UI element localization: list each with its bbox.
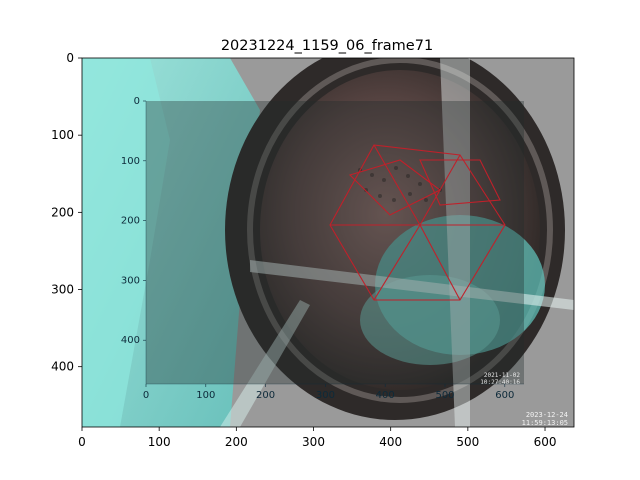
inset-x-tick-label: 300: [316, 390, 335, 401]
y-tick-label: 100: [51, 128, 74, 142]
inset-y-tick-label: 400: [121, 335, 140, 346]
figure-title: 20231224_1159_06_frame71: [221, 38, 433, 54]
inset-x-tick-label: 500: [435, 390, 454, 401]
frame-timestamp-date: 2023-12-24: [526, 411, 568, 419]
y-tick-label: 0: [66, 51, 74, 65]
inset-y-tick-label: 300: [121, 275, 140, 286]
y-tick-label: 300: [51, 283, 74, 297]
inset-timestamp-date: 2021-11-02: [484, 372, 521, 379]
x-tick-label: 200: [225, 435, 248, 449]
y-axis: 0 100 200 300 400: [51, 51, 82, 374]
x-tick-label: 400: [379, 435, 402, 449]
inset-x-tick-label: 100: [196, 390, 215, 401]
frame-timestamp-time: 11:59:13:05: [522, 419, 568, 427]
x-tick-label: 100: [148, 435, 171, 449]
y-tick-label: 200: [51, 205, 74, 219]
inset-x-tick-label: 0: [143, 390, 149, 401]
wireframe-overlay: [329, 144, 506, 301]
x-tick-label: 600: [534, 435, 557, 449]
inset-timestamp-time: 10:27:40:16: [480, 379, 520, 386]
x-tick-label: 500: [456, 435, 479, 449]
inset-axes: 0 100 200 300 400 0 100 200 300 400 500 600: [121, 96, 524, 401]
axes-frame: [81, 57, 575, 428]
inset-x-tick-label: 200: [256, 390, 275, 401]
inset-y-tick-label: 200: [121, 216, 140, 227]
inset-x-tick-label: 400: [376, 390, 395, 401]
x-tick-label: 300: [302, 435, 325, 449]
y-tick-label: 400: [51, 360, 74, 374]
inset-x-tick-label: 600: [495, 390, 514, 401]
inset-y-tick-label: 0: [134, 96, 140, 107]
x-tick-label: 0: [78, 435, 86, 449]
inset-y-tick-label: 100: [121, 156, 140, 167]
frame-image: 2021-11-02 10:27:40:16 2023-12-24 11:59:…: [82, 58, 574, 427]
x-axis: 0 100 200 300 400 500 600: [78, 427, 556, 449]
